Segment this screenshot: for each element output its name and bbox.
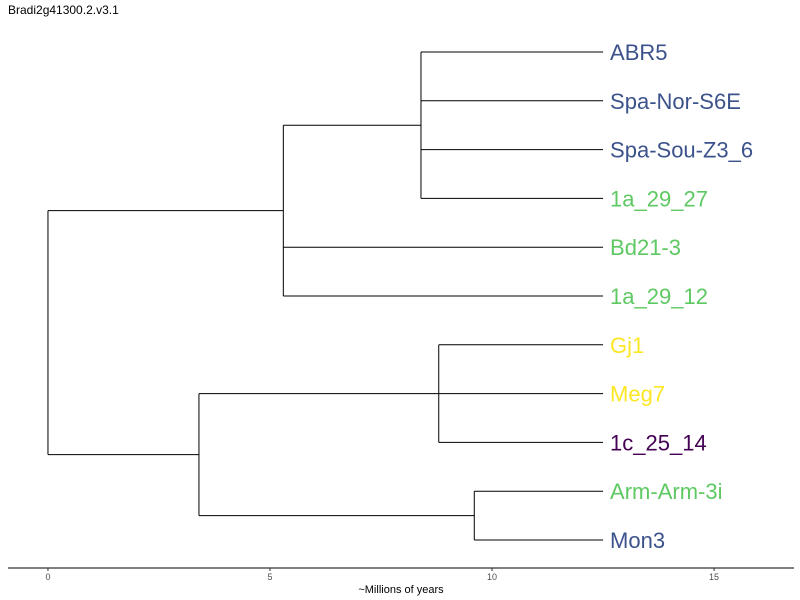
leaf-label: Arm-Arm-3i bbox=[610, 479, 722, 504]
leaf-labels: ABR5 Spa-Nor-S6E Spa-Sou-Z3_6 1a_29_27 Bd21-… bbox=[610, 40, 753, 553]
leaf-label: Meg7 bbox=[610, 382, 665, 407]
leaf-label: Gj1 bbox=[610, 333, 644, 358]
leaf-label: 1a_29_27 bbox=[610, 186, 708, 211]
axis-tick-label: 5 bbox=[267, 572, 272, 582]
leaf-label: 1c_25_14 bbox=[610, 430, 707, 455]
axis-title: ~Millions of years bbox=[358, 584, 444, 596]
time-axis: 0 5 10 15 ~Millions of years bbox=[8, 567, 794, 596]
leaf-label: Mon3 bbox=[610, 528, 665, 553]
leaf-label: 1a_29_12 bbox=[610, 284, 708, 309]
leaf-label: ABR5 bbox=[610, 40, 667, 65]
leaf-label: Spa-Nor-S6E bbox=[610, 89, 741, 114]
leaf-label: Bd21-3 bbox=[610, 235, 681, 260]
tree-branches bbox=[47, 51, 604, 541]
figure-title: Bradi2g41300.2.v3.1 bbox=[8, 3, 119, 17]
leaf-label: Spa-Sou-Z3_6 bbox=[610, 138, 753, 163]
axis-tick-label: 15 bbox=[709, 572, 719, 582]
axis-tick-label: 0 bbox=[45, 572, 50, 582]
axis-tick-label: 10 bbox=[487, 572, 497, 582]
axis-ticks: 0 5 10 15 bbox=[45, 568, 719, 582]
